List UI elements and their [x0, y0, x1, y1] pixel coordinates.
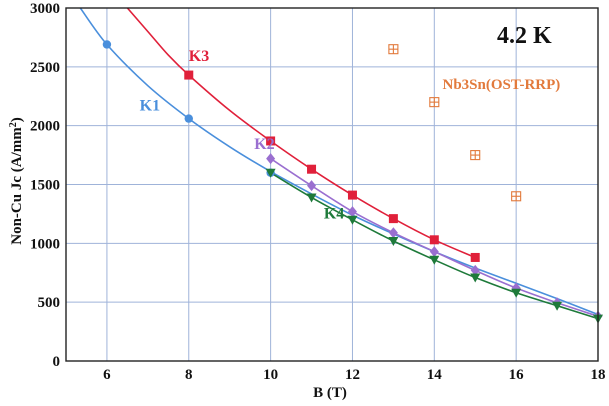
data-point-k2 — [470, 264, 480, 276]
y-tick-label: 3000 — [30, 1, 60, 17]
y-axis-title-main: Non-Cu Jc (A/mm — [9, 127, 25, 245]
y-axis-title: Non-Cu Jc (A/mm2) — [8, 117, 26, 245]
y-tick-label: 1500 — [30, 178, 60, 194]
fit-curves — [79, 8, 598, 320]
series-labels: K1 K2 K3 K4 Nb3Sn(OST-RRP) — [140, 48, 561, 223]
reference-label: Nb3Sn(OST-RRP) — [442, 77, 560, 93]
data-point-k4 — [429, 255, 440, 265]
data-point-k3 — [388, 214, 398, 224]
reference-point — [511, 191, 522, 202]
data-point-k2 — [388, 227, 398, 239]
data-point-k4 — [347, 215, 358, 225]
data-markers — [102, 40, 603, 324]
data-point-k2 — [347, 206, 357, 218]
data-point-k3 — [347, 190, 357, 200]
data-point-k3 — [429, 235, 439, 245]
data-point-k2 — [307, 180, 317, 192]
y-tick-label: 2000 — [30, 119, 60, 135]
data-point-k4 — [470, 273, 481, 283]
data-point-k1 — [184, 114, 193, 123]
data-point-k1 — [102, 40, 112, 49]
data-point-k4 — [511, 288, 522, 298]
fit-curve-k3 — [126, 8, 476, 259]
series-label-k1: K1 — [140, 97, 160, 114]
data-point-k4 — [265, 168, 276, 178]
y-tick-label: 500 — [38, 295, 61, 311]
data-point-k4 — [552, 301, 563, 311]
data-point-k2 — [429, 246, 439, 258]
y-tick-label: 0 — [53, 354, 61, 370]
plot-frame — [65, 7, 599, 362]
x-tick-label: 18 — [591, 367, 606, 383]
axis-ticks: 0 500 1000 1500 2000 2500 3000 6 8 10 12 14 16 18 — [30, 1, 606, 383]
data-point-k3 — [266, 136, 276, 146]
reference-markers — [388, 44, 522, 202]
y-tick-label: 1000 — [30, 236, 60, 252]
reference-point — [388, 44, 399, 55]
data-point-k3 — [184, 70, 194, 80]
x-tick-label: 14 — [427, 367, 443, 383]
x-tick-label: 6 — [103, 367, 111, 383]
data-point-k4 — [388, 236, 399, 246]
data-point-k3 — [307, 164, 317, 174]
series-label-k4: K4 — [324, 206, 344, 223]
y-tick-label: 2500 — [30, 60, 60, 76]
x-tick-label: 8 — [185, 367, 193, 383]
x-tick-label: 12 — [345, 367, 360, 383]
x-tick-label: 10 — [263, 367, 278, 383]
x-axis-title: B (T) — [313, 385, 347, 401]
series-label-k2: K2 — [254, 136, 274, 153]
x-tick-label: 16 — [509, 367, 525, 383]
data-point-k2 — [266, 153, 276, 165]
fit-curve-k1 — [79, 8, 598, 316]
y-axis-title-close: ) — [9, 117, 25, 122]
data-point-k3 — [470, 252, 480, 262]
reference-point — [429, 97, 440, 108]
data-point-k4 — [306, 193, 317, 203]
grid — [66, 8, 598, 361]
reference-point — [470, 150, 481, 161]
temperature-annotation: 4.2 K — [497, 23, 552, 49]
series-label-k3: K3 — [189, 48, 209, 65]
y-axis-title-sup: 2 — [8, 122, 19, 127]
